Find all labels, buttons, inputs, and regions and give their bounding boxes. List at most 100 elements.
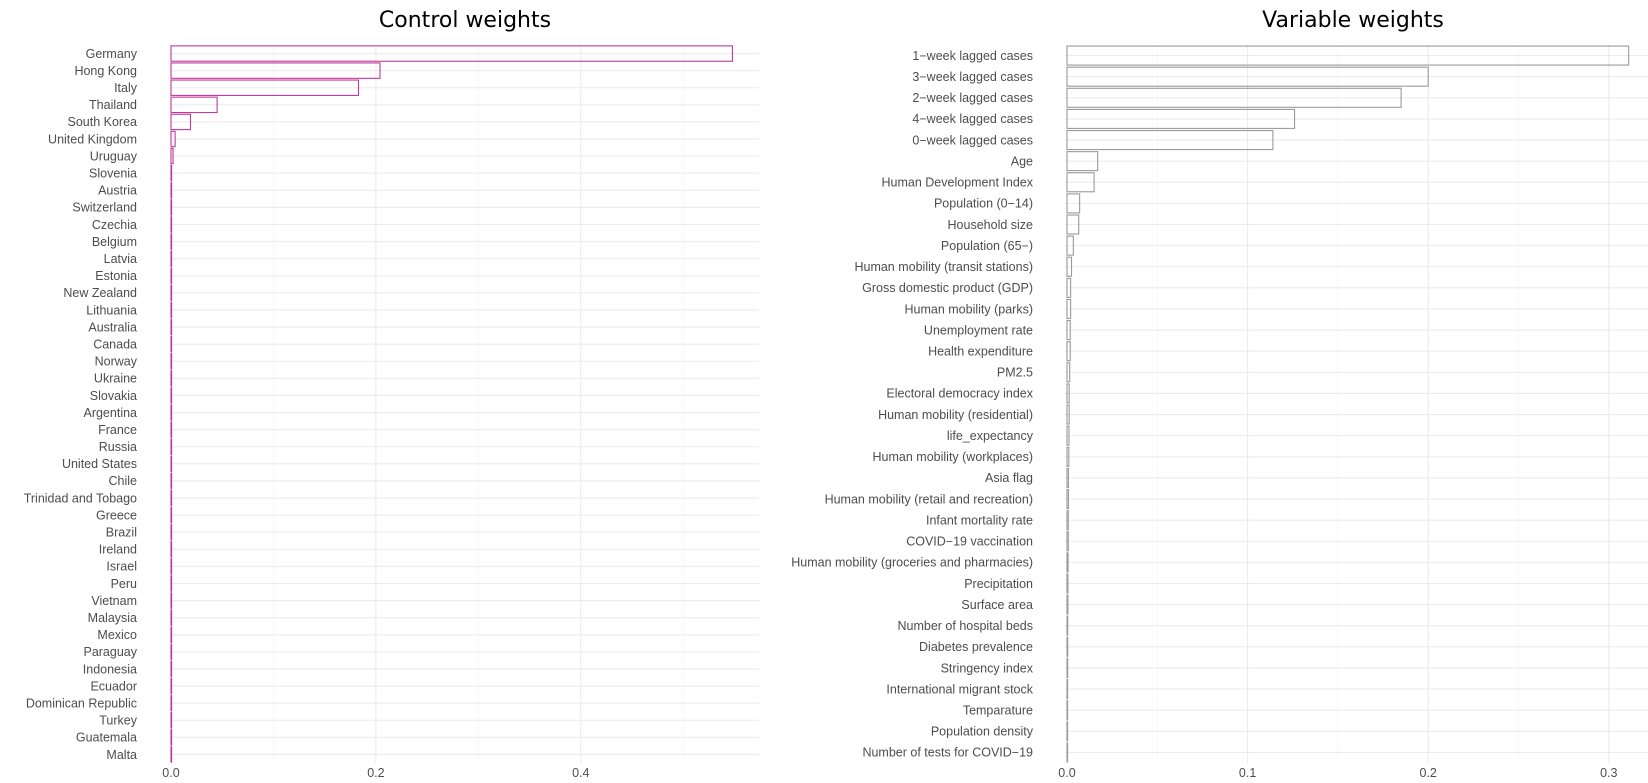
variable-bar-stringency-index	[1066, 657, 1069, 679]
control-label-uruguay: Uruguay	[90, 149, 138, 163]
variable-bar-gross-domestic-product-gdp	[1066, 277, 1072, 298]
control-bar-united-kingdom	[170, 130, 176, 148]
control-bar-ireland	[170, 541, 173, 558]
control-bar-france	[170, 421, 173, 438]
variable-label-3-week-lagged-cases: 3−week lagged cases	[912, 70, 1033, 84]
variable-label-population-0-14: Population (0−14)	[934, 197, 1033, 211]
variable-bar-4-week-lagged-cases	[1066, 108, 1296, 129]
variable-label-infant-mortality-rate: Infant mortality rate	[926, 513, 1033, 527]
variable-bar-population-density	[1066, 721, 1069, 742]
variable-bar-international-migrant-stock	[1066, 679, 1069, 700]
control-bar-malaysia	[170, 609, 173, 626]
variable-bar-population-65	[1066, 235, 1074, 256]
variable-label-stringency-index: Stringency index	[941, 661, 1034, 675]
variable-label-electoral-democracy-index: Electoral democracy index	[886, 387, 1033, 401]
control-bar-czechia	[170, 216, 173, 233]
variable-label-population-65: Population (65−)	[941, 239, 1033, 253]
control-bar-argentina	[170, 404, 173, 421]
variable-weights-y-axis: 1−week lagged cases 3−week lagged cases 2−…	[791, 49, 1034, 760]
variable-bar-infant-mortality-rate	[1066, 510, 1069, 531]
control-x-tick-0-4: 0.4	[572, 766, 589, 780]
variable-weights-grid	[1065, 45, 1648, 763]
control-label-belgium: Belgium	[92, 235, 137, 249]
variable-label-human-mobility-groceries-and-pharmacies: Human mobility (groceries and pharmacies…	[791, 556, 1033, 570]
control-label-vietnam: Vietnam	[91, 594, 137, 608]
control-bar-belgium	[170, 233, 173, 250]
control-bar-greece	[170, 506, 173, 524]
control-label-south-korea: South Korea	[68, 115, 138, 129]
control-weights-panel: Control weights Germany Hong Kong Italy Tha…	[24, 8, 759, 780]
variable-weights-panel: Variable weights 1−week lagged cases 3−we…	[791, 8, 1648, 780]
control-bar-slovenia	[170, 164, 173, 182]
control-label-argentina: Argentina	[83, 406, 137, 420]
control-bar-uruguay	[170, 147, 174, 165]
control-x-tick-0-0: 0.0	[162, 766, 179, 780]
control-label-guatemala: Guatemala	[76, 731, 137, 745]
control-label-malta: Malta	[106, 748, 137, 762]
variable-bar-1-week-lagged-cases	[1066, 45, 1630, 66]
control-label-indonesia: Indonesia	[83, 662, 137, 676]
control-bar-latvia	[170, 250, 173, 267]
variable-label-precipitation: Precipitation	[964, 577, 1033, 591]
control-bar-norway	[170, 353, 173, 370]
control-weights-grid	[170, 45, 759, 763]
control-label-malaysia: Malaysia	[88, 611, 137, 625]
variable-label-human-mobility-transit-stations: Human mobility (transit stations)	[854, 260, 1033, 274]
control-weights-title: Control weights	[379, 8, 551, 33]
variable-label-human-mobility-parks: Human mobility (parks)	[904, 302, 1033, 316]
variable-bar-household-size	[1066, 214, 1080, 235]
variable-label-number-of-hospital-beds: Number of hospital beds	[898, 619, 1034, 633]
control-label-slovakia: Slovakia	[90, 389, 137, 403]
control-label-united-states: United States	[62, 457, 137, 471]
control-bar-new-zealand	[170, 284, 173, 302]
variable-weights-bars	[1066, 45, 1630, 763]
variable-label-asia-flag: Asia flag	[985, 471, 1033, 485]
variable-bar-3-week-lagged-cases	[1066, 66, 1429, 87]
control-bar-malta	[170, 746, 173, 763]
variable-label-human-mobility-workplaces: Human mobility (workplaces)	[873, 450, 1033, 464]
control-bar-thailand	[170, 96, 218, 114]
control-weights-y-axis: Germany Hong Kong Italy Thailand South Korea…	[24, 47, 138, 762]
variable-bar-life-expectancy	[1066, 425, 1070, 446]
variable-bar-temparature	[1066, 700, 1069, 721]
variable-bar-asia-flag	[1066, 467, 1069, 488]
variable-x-tick-0-2: 0.2	[1420, 766, 1437, 780]
control-label-ukraine: Ukraine	[94, 372, 137, 386]
control-weights-x-axis: 0.0 0.2 0.4	[162, 766, 589, 780]
variable-bar-diabetes-prevalence	[1066, 636, 1069, 657]
control-bar-peru	[170, 575, 173, 592]
control-label-mexico: Mexico	[97, 628, 137, 642]
variable-label-covid-19-vaccination: COVID−19 vaccination	[906, 535, 1033, 549]
control-bar-vietnam	[170, 592, 173, 609]
variable-weights-title: Variable weights	[1262, 8, 1444, 33]
variable-x-tick-0-3: 0.3	[1600, 766, 1617, 780]
variable-bar-human-mobility-workplaces	[1066, 446, 1070, 467]
control-label-united-kingdom: United Kingdom	[48, 132, 137, 146]
control-bar-united-states	[170, 455, 173, 473]
control-bar-lithuania	[170, 301, 173, 319]
control-bar-switzerland	[170, 199, 173, 216]
control-label-germany: Germany	[86, 47, 138, 61]
control-bar-turkey	[170, 712, 173, 729]
control-bar-slovakia	[170, 387, 173, 404]
variable-label-household-size: Household size	[948, 218, 1034, 232]
variable-bar-0-week-lagged-cases	[1066, 129, 1274, 151]
control-bar-south-korea	[170, 113, 192, 131]
control-bar-ukraine	[170, 370, 173, 387]
control-label-peru: Peru	[111, 577, 137, 591]
control-label-france: France	[98, 423, 137, 437]
variable-bar-number-of-hospital-beds	[1066, 615, 1069, 636]
variable-label-0-week-lagged-cases: 0−week lagged cases	[912, 133, 1033, 147]
control-bar-austria	[170, 182, 173, 199]
control-label-thailand: Thailand	[89, 98, 137, 112]
variable-label-health-expenditure: Health expenditure	[928, 345, 1033, 359]
control-label-latvia: Latvia	[104, 252, 137, 266]
control-label-brazil: Brazil	[106, 526, 137, 540]
variable-bar-number-of-tests-for-covid-19	[1066, 742, 1069, 763]
control-bar-israel	[170, 558, 173, 575]
control-label-israel: Israel	[106, 560, 137, 574]
variable-x-tick-0-1: 0.1	[1239, 766, 1256, 780]
variable-bar-precipitation	[1066, 573, 1069, 594]
control-bar-italy	[170, 79, 360, 96]
